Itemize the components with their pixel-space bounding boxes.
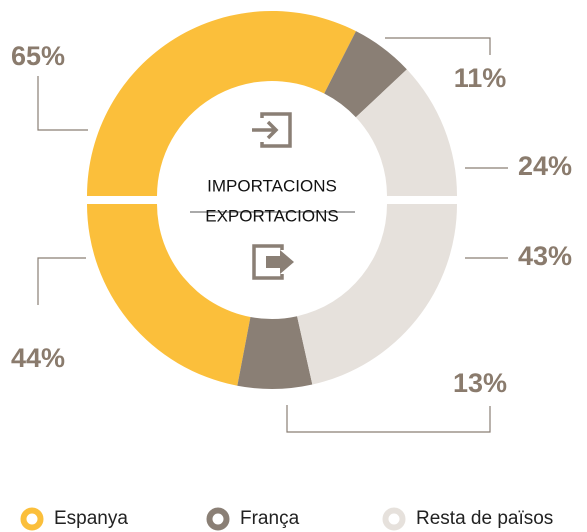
legend-swatch <box>206 507 230 531</box>
leader-line <box>286 405 491 433</box>
donut-segment <box>237 316 313 389</box>
legend-label: Espanya <box>54 508 128 529</box>
donut-segment <box>355 69 457 196</box>
legend-swatch <box>20 507 44 531</box>
value-label: 43% <box>518 241 572 271</box>
center-label: EXPORTACIONS <box>205 206 339 225</box>
export-icon <box>252 244 294 280</box>
center-label: IMPORTACIONS <box>207 176 337 195</box>
value-label: 13% <box>453 368 507 398</box>
legend-label: Resta de països <box>416 508 553 529</box>
value-label: 65% <box>11 41 65 71</box>
leader-line <box>37 76 88 131</box>
donut-segment <box>87 204 251 386</box>
donut-segment <box>297 204 457 385</box>
donut-segment <box>324 31 407 118</box>
leader-lines <box>37 37 508 433</box>
value-label: 44% <box>11 343 65 373</box>
donut-segment <box>87 11 356 197</box>
legend-swatch <box>382 507 406 531</box>
import-icon <box>252 112 292 148</box>
leader-line <box>385 37 491 55</box>
legend-label: França <box>240 508 300 529</box>
value-label: 11% <box>454 63 507 93</box>
leader-line <box>37 257 86 305</box>
value-label: 24% <box>518 151 572 181</box>
